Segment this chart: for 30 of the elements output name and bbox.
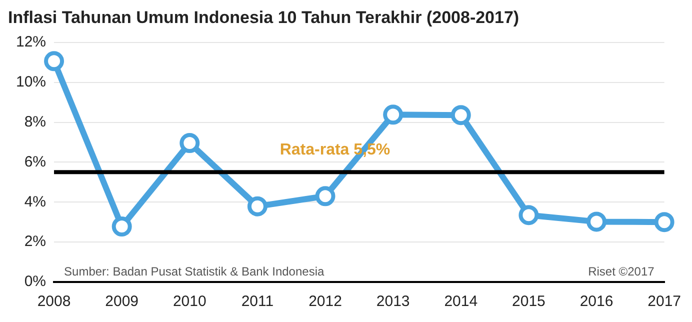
point bbox=[383, 104, 404, 125]
point bbox=[112, 216, 132, 236]
chart-title: Inflasi Tahunan Umum Indonesia 10 Tahun Terakhir (2008-2017) bbox=[8, 8, 520, 27]
x-tick-label: 2011 bbox=[241, 293, 274, 310]
x-tick-label: 2010 bbox=[172, 293, 206, 310]
x-tick-label: 2012 bbox=[308, 293, 342, 310]
point bbox=[247, 196, 268, 216]
x-tick-label: 2014 bbox=[444, 293, 478, 310]
x-tick-label: 2009 bbox=[105, 293, 139, 310]
x-tick-label: 2015 bbox=[512, 293, 546, 310]
y-tick-label: 8% bbox=[24, 113, 46, 130]
point bbox=[450, 105, 471, 126]
point bbox=[586, 212, 607, 232]
point bbox=[180, 133, 200, 154]
point bbox=[518, 205, 539, 226]
point bbox=[44, 51, 64, 72]
y-tick-label: 12% bbox=[16, 34, 46, 51]
annotation: Riset ©2017 bbox=[588, 264, 655, 278]
x-tick-label: 2013 bbox=[376, 293, 410, 310]
point bbox=[654, 212, 674, 232]
x-tick-label: 2016 bbox=[580, 293, 614, 310]
y-tick-label: 2% bbox=[24, 233, 46, 250]
y-tick-label: 4% bbox=[24, 193, 46, 210]
x-tick-label: 2017 bbox=[648, 293, 682, 310]
x-tick-label: 2008 bbox=[37, 293, 71, 310]
point bbox=[315, 186, 336, 206]
y-tick-label: 6% bbox=[24, 153, 46, 170]
y-tick-label: 0% bbox=[24, 273, 46, 290]
y-tick-label: 10% bbox=[16, 73, 46, 90]
annotation: Sumber: Badan Pusat Statistik & Bank Indonesia bbox=[64, 264, 324, 278]
